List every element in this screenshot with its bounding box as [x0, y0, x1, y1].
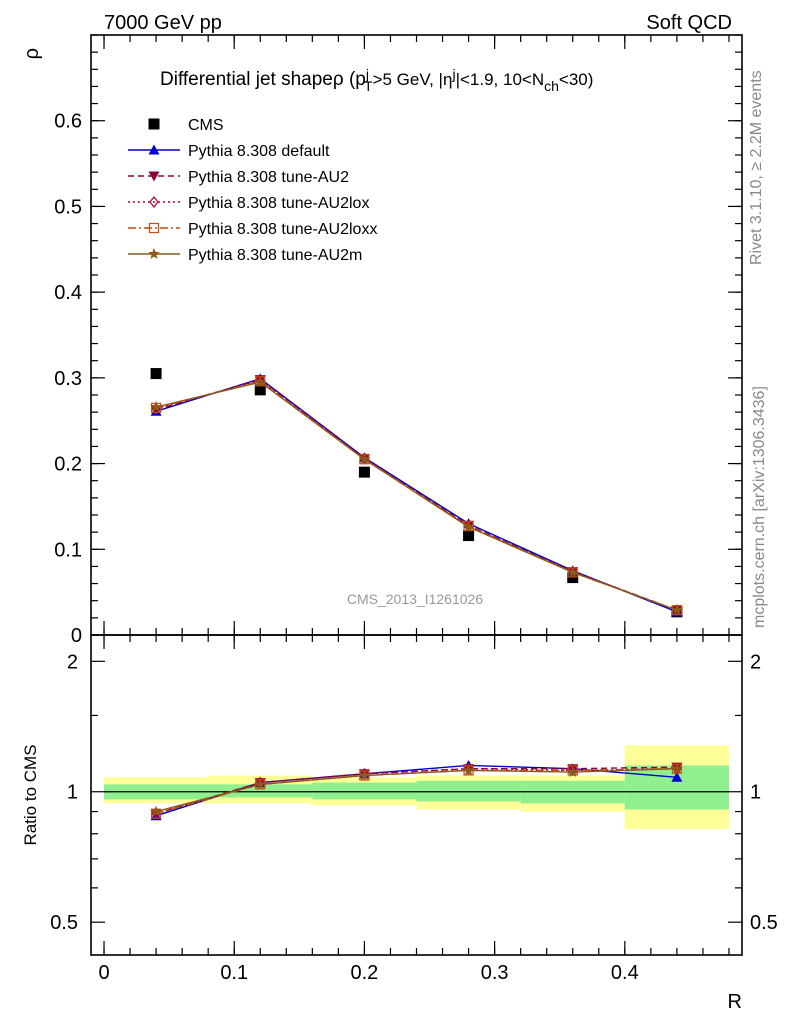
point-au2m-ratio-5: [671, 762, 683, 774]
point-au2m-ratio-2: [358, 769, 371, 781]
point-default-ratio-5: [671, 771, 683, 782]
ratio-xtick-label-2: 0.2: [351, 962, 379, 984]
ratio-xtick-label-0: 0: [98, 962, 109, 984]
main-title: Differential jet shapeρ (pj T>5 GeV, |ηj|…: [160, 66, 593, 94]
ratio-ytick-label-right-1: 1: [750, 782, 761, 804]
rivet-label: Rivet 3.1.10, ≥ 2.2M events: [748, 70, 765, 265]
series-line-au2lox-ratio: [155, 767, 677, 815]
legend-marker-au2m: [148, 248, 160, 259]
series-line-au2lox-main: [155, 379, 678, 611]
point-au2lox-ratio-2: [359, 767, 370, 780]
series-line-au2m-ratio: [155, 768, 677, 813]
main-ytick-label-6: 0.6: [54, 111, 82, 133]
ratio-xtick-label-3: 0.3: [481, 962, 509, 984]
band-inner-1: [208, 784, 313, 798]
legend-marker-au2lox: [149, 196, 159, 208]
ratio-ytick-label-right-2: 2: [750, 651, 761, 673]
ratio-xtick-label-4: 0.4: [611, 962, 639, 984]
ratio-xtick-label-1: 0.1: [220, 962, 248, 984]
ratio-ytick-label-right-0: 0.5: [750, 912, 778, 934]
main-ytick-label-3: 0.3: [54, 368, 82, 390]
series-line-au2m-main: [155, 381, 678, 611]
point-au2m-main-0: [150, 401, 162, 412]
legend: CMS Pythia 8.308 default Pythia 8.308 tune…: [128, 117, 377, 264]
ratio-panel-ticks: 0.5 0.5 1 1 2 2 0 0.1 0.2 0.3 0.4: [50, 635, 778, 984]
title-post: <30): [559, 70, 594, 89]
main-panel-content: [150, 368, 683, 618]
title-sup-1: j: [365, 66, 369, 82]
series-line-au2loxx-main: [155, 380, 678, 611]
analysis-watermark: CMS_2013_I1261026: [347, 591, 483, 607]
main-panel: 0 0.1 0.2 0.3 0.4 0.5 0.6 CMS_2013_I1261026 Di…: [21, 34, 743, 647]
legend-label-au2lox: Pythia 8.308 tune-AU2lox: [188, 195, 369, 212]
main-ytick-label-1: 0.1: [54, 539, 82, 561]
point-cms-main-1: [254, 384, 266, 396]
title-sub-1: T: [364, 78, 373, 94]
legend-label-au2loxx: Pythia 8.308 tune-AU2loxx: [188, 221, 377, 238]
header-right: Soft QCD: [646, 12, 732, 34]
legend-marker-cms: [148, 118, 160, 130]
ratio-panel: 0.5 0.5 1 1 2 2 0 0.1 0.2 0.3 0.4 Ratio to CMS R: [21, 634, 778, 1013]
legend-marker-au2loxx: [148, 222, 160, 234]
point-au2m-main-5: [671, 604, 683, 615]
point-au2m-ratio-1: [254, 778, 266, 790]
main-ytick-label-2: 0.2: [54, 454, 82, 476]
title-sub-3: ch: [544, 78, 559, 94]
legend-label-au2m: Pythia 8.308 tune-AU2m: [188, 247, 362, 264]
main-ylabel: ρ: [21, 48, 43, 59]
series-line-au2-main: [155, 378, 678, 611]
ratio-ylabel: Ratio to CMS: [21, 744, 40, 845]
legend-label-default: Pythia 8.308 default: [188, 143, 330, 160]
ratio-ytick-label-1: 1: [67, 782, 78, 804]
mcplots-label: mcplots.cern.ch [arXiv:1306.3436]: [751, 386, 768, 628]
title-pre: Differential jet shapeρ (p: [160, 69, 366, 90]
legend-marker-default: [148, 144, 160, 155]
main-ytick-label-0: 0: [71, 625, 82, 647]
point-cms-main-3: [463, 530, 475, 542]
title-mid-2: |<1.9, 10<N: [456, 70, 545, 89]
ratio-ytick-label-0: 0.5: [50, 912, 78, 934]
point-au2m-ratio-0: [150, 805, 162, 817]
point-au2m-main-3: [462, 521, 475, 532]
point-au2m-main-4: [567, 566, 579, 578]
main-ytick-label-5: 0.5: [54, 196, 82, 218]
legend-marker-au2: [148, 171, 160, 182]
point-au2lox-ratio-3: [463, 762, 474, 775]
band-inner-2: [312, 782, 417, 800]
point-au2m-ratio-4: [567, 766, 579, 777]
point-cms-main-0: [150, 368, 162, 380]
legend-label-cms: CMS: [188, 117, 224, 134]
legend-label-au2: Pythia 8.308 tune-AU2: [188, 169, 349, 186]
band-inner-3: [416, 780, 521, 802]
ratio-ytick-label-2: 2: [67, 651, 78, 673]
point-cms-main-4: [567, 572, 579, 584]
main-ytick-label-4: 0.4: [54, 282, 82, 304]
point-cms-main-2: [358, 466, 370, 478]
title-sup-2: j: [451, 66, 455, 82]
title-mid-1: >5 GeV, |η: [373, 70, 453, 89]
point-au2lox-ratio-1: [255, 776, 266, 789]
main-panel-ticks: 0 0.1 0.2 0.3 0.4 0.5 0.6: [54, 34, 742, 647]
point-au2m-main-2: [358, 453, 371, 465]
xlabel: R: [728, 991, 742, 1013]
header-left: 7000 GeV pp: [104, 12, 222, 34]
series-line-default-main: [155, 377, 678, 613]
point-au2m-main-1: [254, 376, 266, 387]
ratio-panel-content: [104, 745, 729, 830]
series-line-au2loxx-ratio: [155, 768, 677, 815]
point-au2m-ratio-3: [462, 764, 475, 776]
